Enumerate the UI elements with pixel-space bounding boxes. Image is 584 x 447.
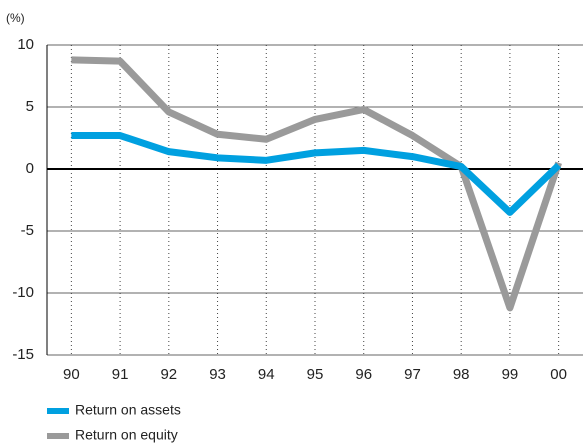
legend-swatch bbox=[47, 408, 69, 414]
x-tick-label: 95 bbox=[307, 366, 324, 383]
y-tick-label: 5 bbox=[26, 98, 34, 115]
y-tick-label: -15 bbox=[12, 346, 34, 363]
x-tick-label: 00 bbox=[550, 366, 567, 383]
x-tick-label: 92 bbox=[160, 366, 177, 383]
x-tick-label: 91 bbox=[112, 366, 129, 383]
x-tick-label: 94 bbox=[258, 366, 275, 383]
x-tick-label: 97 bbox=[404, 366, 421, 383]
legend-label: Return on equity bbox=[75, 427, 178, 443]
series-line bbox=[71, 132, 562, 216]
x-tick-label: 93 bbox=[209, 366, 226, 383]
x-tick-label: 96 bbox=[355, 366, 372, 383]
x-tick-label: 98 bbox=[453, 366, 470, 383]
x-tick-label: 99 bbox=[502, 366, 519, 383]
legend-label: Return on assets bbox=[75, 402, 181, 418]
y-tick-label: 0 bbox=[26, 160, 34, 177]
legend-swatch bbox=[47, 433, 69, 439]
y-tick-label: 10 bbox=[17, 36, 34, 53]
y-tick-label: -5 bbox=[21, 222, 34, 239]
series-line bbox=[71, 56, 562, 312]
y-tick-label: -10 bbox=[12, 284, 34, 301]
x-tick-label: 90 bbox=[63, 366, 80, 383]
y-unit-label: (%) bbox=[6, 11, 25, 25]
